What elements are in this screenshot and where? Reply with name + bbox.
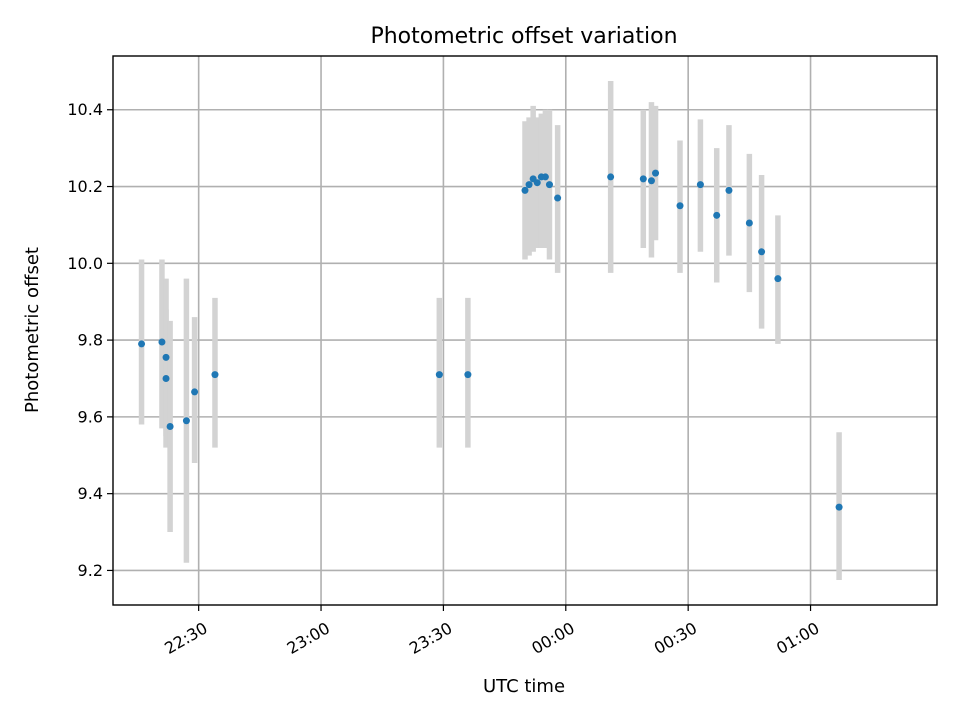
data-point (774, 275, 782, 283)
grid (113, 56, 937, 605)
data-point (676, 202, 684, 210)
data-point (525, 181, 533, 189)
plot-frame (112, 55, 938, 606)
y-tick-label: 9.6 (78, 407, 103, 426)
data-point (533, 179, 541, 187)
y-tick-label: 9.8 (78, 331, 103, 350)
data-point (745, 219, 753, 227)
data-point (435, 371, 443, 379)
y-tick-label: 9.2 (78, 561, 103, 580)
chart-title: Photometric offset variation (370, 24, 677, 49)
data-point (725, 186, 733, 194)
y-tick-label: 10.0 (67, 254, 103, 273)
data-point (166, 422, 174, 430)
data-point (545, 181, 553, 189)
data-point (162, 353, 170, 361)
data-point (138, 340, 146, 348)
data-point (182, 417, 190, 425)
x-axis-label: UTC time (483, 676, 565, 697)
y-tick-label: 10.4 (67, 100, 103, 119)
y-tick-label: 10.2 (67, 177, 103, 196)
data-point (647, 177, 655, 185)
y-tick-label: 9.4 (78, 484, 103, 503)
y-axis-label: Photometric offset (22, 247, 43, 413)
data-point (211, 371, 219, 379)
data-point (521, 186, 529, 194)
data-points (138, 169, 843, 511)
data-point (541, 173, 549, 181)
data-point (713, 211, 721, 219)
data-point (464, 371, 472, 379)
data-point (758, 248, 766, 256)
data-point (162, 374, 170, 382)
data-point (696, 181, 704, 189)
data-point (652, 169, 660, 177)
data-point (607, 173, 615, 181)
data-point (191, 388, 199, 396)
data-point (835, 503, 843, 511)
data-point (554, 194, 562, 202)
data-point (158, 338, 166, 346)
data-point (639, 175, 647, 183)
